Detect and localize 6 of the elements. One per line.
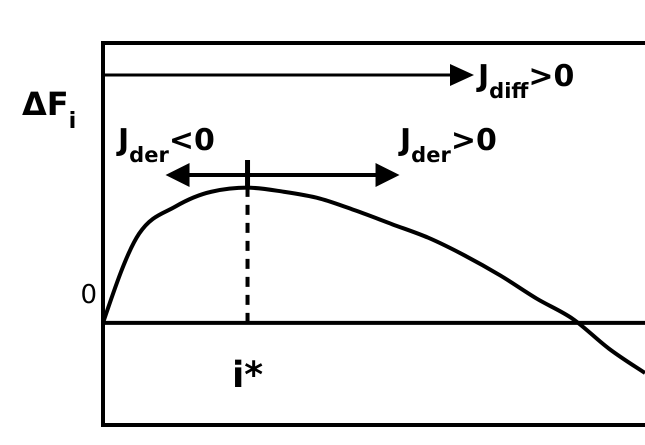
text: i* bbox=[232, 354, 264, 396]
text: J$_{der}$>0 bbox=[398, 123, 497, 167]
y-axis-title: ΔF$_{i}$ bbox=[22, 85, 76, 134]
text: J$_{der}$<0 bbox=[116, 123, 215, 167]
ref-line-label: 0 bbox=[80, 280, 97, 310]
text: J$_{diff}$>0 bbox=[476, 59, 574, 103]
